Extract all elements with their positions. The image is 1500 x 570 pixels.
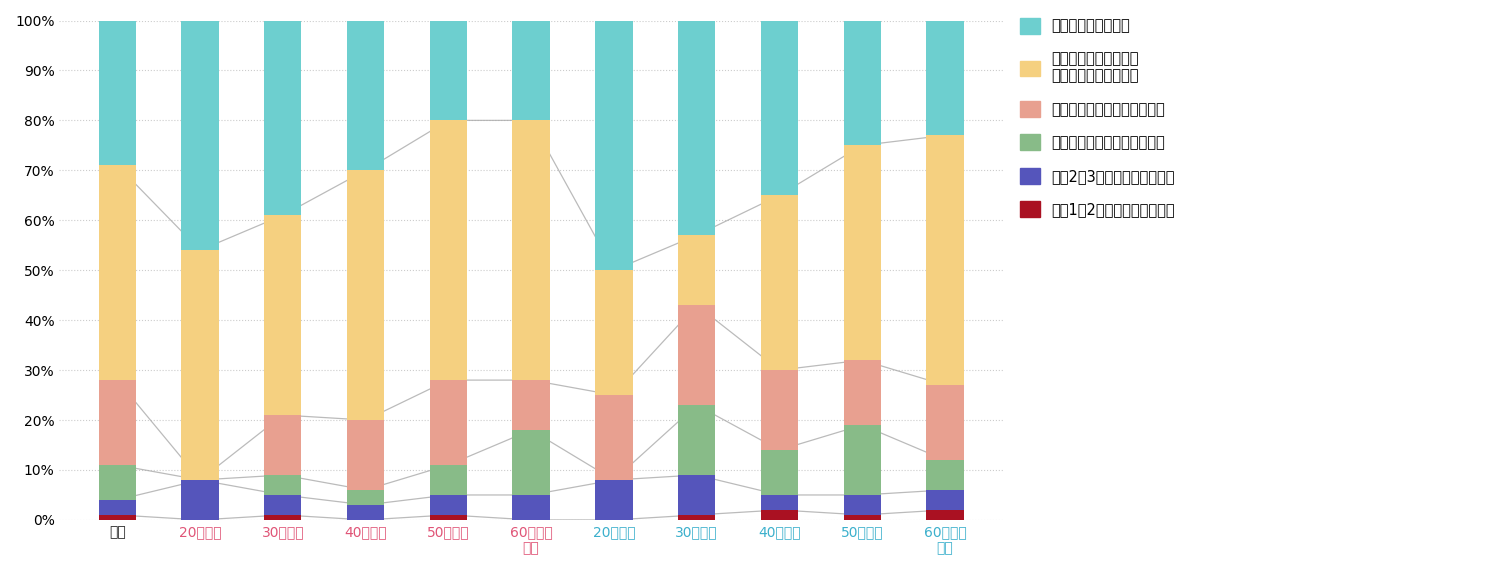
Bar — [513, 21, 549, 120]
Bar — [429, 21, 466, 120]
Bar — [843, 425, 880, 495]
Bar — [927, 21, 963, 135]
Bar — [678, 475, 716, 515]
Bar — [346, 21, 384, 170]
Bar — [513, 430, 549, 495]
Bar — [927, 385, 963, 460]
Bar — [429, 465, 466, 495]
Bar — [429, 380, 466, 465]
Bar — [843, 515, 880, 520]
Bar — [99, 465, 136, 500]
Bar — [346, 420, 384, 490]
Bar — [760, 510, 798, 520]
Bar — [513, 495, 549, 520]
Bar — [760, 21, 798, 196]
Bar — [182, 21, 219, 250]
Bar — [264, 475, 302, 495]
Legend: 利用したことがない, 以前は利用していたが
現在は利用していない, 年間で数回程度利用している, 半年に数回程度利用している, 月に2、3回程度利用している, : 利用したことがない, 以前は利用していたが 現在は利用していない, 年間で数回程… — [1020, 18, 1176, 217]
Bar — [843, 360, 880, 425]
Bar — [843, 21, 880, 145]
Bar — [264, 415, 302, 475]
Bar — [429, 495, 466, 515]
Bar — [182, 480, 219, 520]
Bar — [346, 490, 384, 505]
Bar — [346, 170, 384, 420]
Bar — [429, 515, 466, 520]
Bar — [596, 480, 633, 520]
Bar — [264, 21, 302, 215]
Bar — [678, 405, 716, 475]
Bar — [182, 250, 219, 480]
Bar — [346, 505, 384, 520]
Bar — [596, 21, 633, 270]
Bar — [927, 490, 963, 510]
Bar — [596, 270, 633, 395]
Bar — [99, 21, 136, 165]
Bar — [678, 21, 716, 235]
Bar — [760, 450, 798, 495]
Bar — [843, 495, 880, 515]
Bar — [927, 510, 963, 520]
Bar — [513, 380, 549, 430]
Bar — [927, 135, 963, 385]
Bar — [99, 380, 136, 465]
Bar — [678, 305, 716, 405]
Bar — [760, 370, 798, 450]
Bar — [99, 500, 136, 515]
Bar — [760, 196, 798, 370]
Bar — [678, 235, 716, 305]
Bar — [843, 145, 880, 360]
Bar — [264, 495, 302, 515]
Bar — [927, 460, 963, 490]
Bar — [429, 120, 466, 380]
Bar — [99, 165, 136, 380]
Bar — [760, 495, 798, 510]
Bar — [99, 515, 136, 520]
Bar — [596, 395, 633, 480]
Bar — [513, 120, 549, 380]
Bar — [264, 215, 302, 415]
Bar — [264, 515, 302, 520]
Bar — [678, 515, 716, 520]
